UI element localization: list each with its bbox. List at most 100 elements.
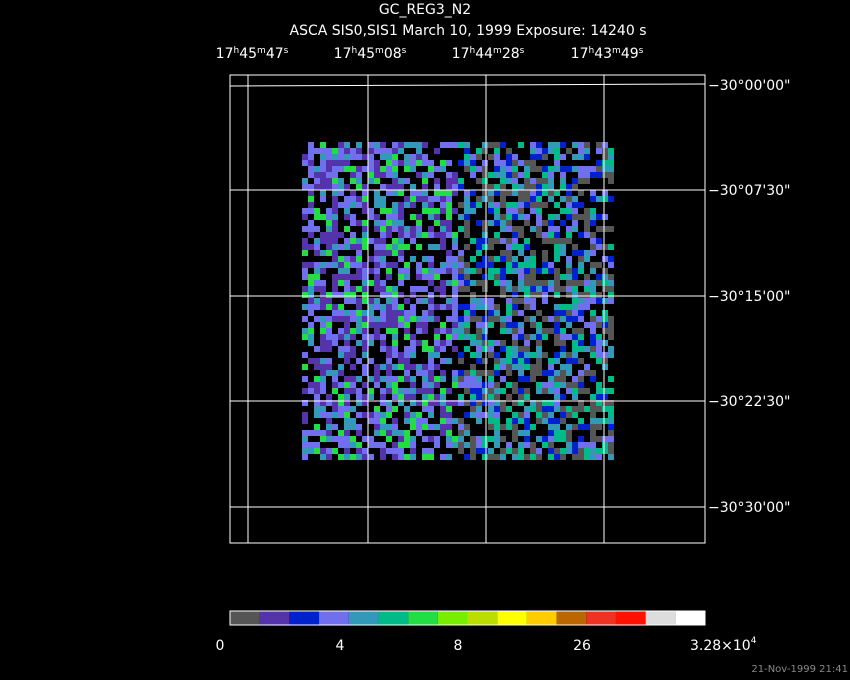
image-pixel (326, 298, 332, 304)
image-pixel (572, 346, 578, 352)
image-pixel (344, 394, 350, 400)
image-pixel (530, 208, 536, 214)
image-pixel (308, 172, 314, 178)
image-pixel (350, 382, 356, 388)
image-pixel (536, 292, 542, 298)
image-pixel (356, 238, 362, 244)
image-pixel (368, 394, 374, 400)
image-pixel (608, 172, 614, 178)
image-pixel (392, 166, 398, 172)
image-pixel (512, 310, 518, 316)
image-pixel (302, 274, 308, 280)
image-pixel (392, 226, 398, 232)
image-pixel (392, 286, 398, 292)
image-pixel (356, 400, 362, 406)
image-pixel (560, 376, 566, 382)
colorbar-swatch (467, 611, 498, 625)
image-pixel (302, 292, 308, 298)
image-pixel (404, 328, 410, 334)
ra-label-part: m (375, 46, 384, 56)
image-pixel (326, 412, 332, 418)
image-pixel (452, 292, 458, 298)
image-pixel (374, 202, 380, 208)
image-pixel (380, 226, 386, 232)
image-pixel (368, 160, 374, 166)
image-pixel (314, 376, 320, 382)
image-pixel (308, 430, 314, 436)
image-pixel (386, 286, 392, 292)
image-pixel (362, 334, 368, 340)
image-pixel (542, 250, 548, 256)
image-pixel (536, 322, 542, 328)
image-pixel (488, 196, 494, 202)
ra-label-part: 45 (357, 46, 375, 62)
image-pixel (392, 334, 398, 340)
image-pixel (482, 184, 488, 190)
image-pixel (398, 352, 404, 358)
image-pixel (446, 298, 452, 304)
image-pixel (464, 454, 470, 460)
image-pixel (530, 280, 536, 286)
image-pixel (554, 328, 560, 334)
image-pixel (356, 286, 362, 292)
image-pixel (584, 454, 590, 460)
image-pixel (590, 454, 596, 460)
image-pixel (602, 436, 608, 442)
image-pixel (392, 304, 398, 310)
image-pixel (476, 202, 482, 208)
image-pixel (602, 268, 608, 274)
image-pixel (524, 262, 530, 268)
image-pixel (326, 418, 332, 424)
image-pixel (380, 388, 386, 394)
image-pixel (572, 286, 578, 292)
image-pixel (368, 310, 374, 316)
image-pixel (446, 268, 452, 274)
image-pixel (434, 328, 440, 334)
image-pixel (518, 274, 524, 280)
image-pixel (548, 406, 554, 412)
image-pixel (518, 376, 524, 382)
image-pixel (422, 424, 428, 430)
image-pixel (320, 172, 326, 178)
image-pixel (338, 142, 344, 148)
image-pixel (518, 280, 524, 286)
image-pixel (392, 148, 398, 154)
image-pixel (566, 388, 572, 394)
image-pixel (530, 292, 536, 298)
image-pixel (608, 280, 614, 286)
image-pixel (476, 280, 482, 286)
image-pixel (524, 196, 530, 202)
image-pixel (530, 202, 536, 208)
image-pixel (524, 244, 530, 250)
image-pixel (578, 376, 584, 382)
image-pixel (446, 430, 452, 436)
image-pixel (362, 232, 368, 238)
image-pixel (506, 442, 512, 448)
image-pixel (404, 226, 410, 232)
image-pixel (302, 400, 308, 406)
image-pixel (608, 388, 614, 394)
image-pixel (344, 160, 350, 166)
image-pixel (356, 274, 362, 280)
colorbar-swatch (645, 611, 676, 625)
image-pixel (518, 400, 524, 406)
image-pixel (332, 334, 338, 340)
image-pixel (380, 262, 386, 268)
image-pixel (530, 184, 536, 190)
image-pixel (500, 166, 506, 172)
image-pixel (488, 370, 494, 376)
image-pixel (404, 232, 410, 238)
image-pixel (572, 208, 578, 214)
image-pixel (512, 352, 518, 358)
image-pixel (428, 214, 434, 220)
image-pixel (386, 424, 392, 430)
image-pixel (572, 310, 578, 316)
image-pixel (314, 400, 320, 406)
image-pixel (440, 238, 446, 244)
image-pixel (512, 202, 518, 208)
image-pixel (332, 292, 338, 298)
image-pixel (560, 352, 566, 358)
image-pixel (572, 226, 578, 232)
image-pixel (428, 160, 434, 166)
image-pixel (410, 286, 416, 292)
